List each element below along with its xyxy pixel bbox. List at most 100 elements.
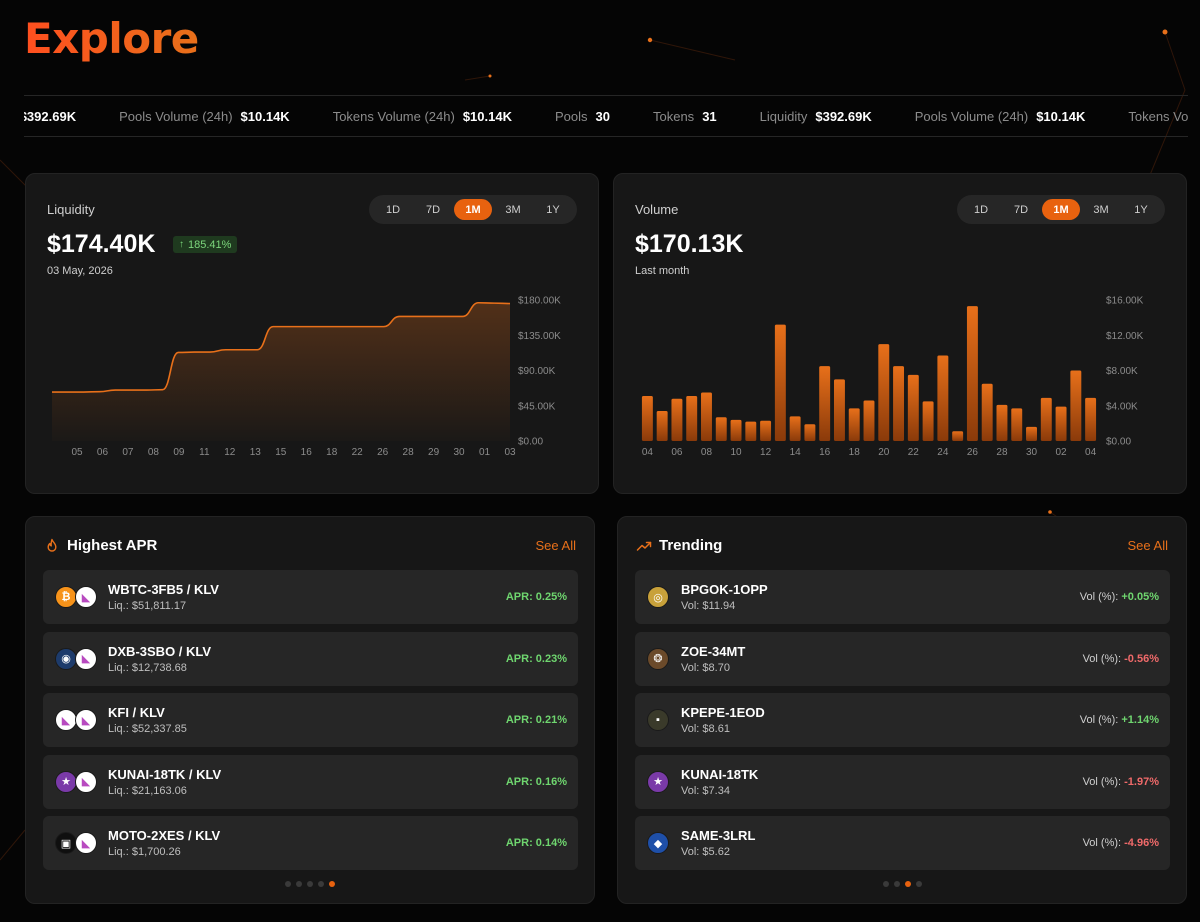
volume-bar <box>848 408 860 441</box>
highest-apr-pagination <box>26 881 594 887</box>
trending-pagination <box>618 881 1186 887</box>
pagination-dot[interactable] <box>893 881 900 887</box>
volume-y-tick-label: $8.00K <box>1106 366 1138 377</box>
volume-bar <box>907 374 919 441</box>
trending-token-row[interactable]: ★ KUNAI-18TK Vol: $7.34 Vol (%): -1.97% <box>635 754 1170 809</box>
token-name: KUNAI-18TK <box>681 766 759 782</box>
liquidity-range-1y[interactable]: 1Y <box>546 203 560 216</box>
token-volume: Vol: $8.70 <box>681 661 730 674</box>
volume-x-tick-label: 04 <box>1085 447 1097 458</box>
pagination-dot[interactable] <box>307 881 313 887</box>
pagination-dot[interactable] <box>915 881 922 887</box>
volume-range-3m[interactable]: 3M <box>1093 203 1109 216</box>
volume-y-tick-label: $0.00 <box>1106 437 1131 448</box>
volume-bar <box>774 324 786 441</box>
volume-x-tick-label: 24 <box>937 447 949 458</box>
page-title: Explore <box>24 14 199 63</box>
ticker-value: 30 <box>595 108 610 124</box>
volume-x-tick-label: 10 <box>730 447 742 458</box>
volume-bar <box>952 431 964 441</box>
apr-pool-row[interactable]: ★ ◣ KUNAI-18TK / KLV Liq.: $21,163.06 APR: 0… <box>43 754 578 809</box>
pagination-dot[interactable] <box>318 881 324 887</box>
trending-token-row[interactable]: ◎ BPGOK-1OPP Vol: $11.94 Vol (%): +0.05% <box>635 570 1170 624</box>
liquidity-label: Liquidity <box>47 202 95 217</box>
pagination-dot[interactable] <box>296 881 302 887</box>
ticker-item: Tokens Volume (24h)$10.14K <box>333 109 512 124</box>
token-volume: Vol: $11.94 <box>681 600 736 612</box>
pool-apr: APR: 0.25% <box>505 591 567 603</box>
liquidity-range-1d[interactable]: 1D <box>385 203 401 216</box>
trending-token-row[interactable]: ◆ SAME-3LRL Vol: $5.62 Vol (%): -4.96% <box>635 816 1170 870</box>
flame-icon <box>47 538 57 552</box>
pagination-dot[interactable] <box>882 881 889 887</box>
pool-liquidity: Liq.: $21,163.06 <box>108 784 187 797</box>
apr-pool-row[interactable]: ₿ ◣ WBTC-3FB5 / KLV Liq.: $51,811.17 APR: 0.… <box>43 570 578 624</box>
liquidity-range-1m[interactable]: 1M <box>454 199 492 220</box>
liquidity-x-tick-label: 16 <box>301 447 313 458</box>
ticker-label: Liquidity <box>759 108 808 124</box>
liquidity-x-tick-label: 09 <box>173 447 185 458</box>
volume-range-1y[interactable]: 1Y <box>1134 203 1148 216</box>
trending-token-row[interactable]: ▪ KPEPE-1EOD Vol: $8.61 Vol (%): +1.14% <box>635 693 1170 747</box>
pool-apr: APR: 0.21% <box>505 714 567 726</box>
liquidity-x-tick-label: 12 <box>224 447 236 458</box>
liquidity-change-badge: ↑ 185.41% <box>173 236 238 253</box>
liquidity-chart-card: Liquidity 1D 7D 1M 3M 1Y $174.40K ↑ 185.41% … <box>25 173 599 494</box>
highest-apr-header: Highest APR <box>44 537 157 554</box>
volume-range-1d[interactable]: 1D <box>973 203 989 216</box>
volume-bar <box>715 417 727 441</box>
volume-range-7d[interactable]: 7D <box>1013 203 1029 216</box>
apr-pool-row[interactable]: ◉ ◣ DXB-3SBO / KLV Liq.: $12,738.68 APR: 0.2… <box>43 631 578 686</box>
vol-change-value: +1.14% <box>1121 714 1159 726</box>
volume-bar <box>656 411 668 441</box>
volume-bar <box>893 366 905 441</box>
ticker-value: 31 <box>702 108 717 124</box>
liquidity-x-tick-label: 01 <box>479 447 491 458</box>
trending-list: ◎ BPGOK-1OPP Vol: $11.94 Vol (%): +0.05% ❂ ZO… <box>635 570 1170 878</box>
liquidity-range-7d[interactable]: 7D <box>425 203 441 216</box>
pagination-dot[interactable] <box>285 881 291 887</box>
volume-x-tick-label: 22 <box>908 447 920 458</box>
liquidity-x-tick-label: 22 <box>352 447 364 458</box>
volume-period: Last month <box>635 265 690 277</box>
trending-token-row[interactable]: ❂ ZOE-34MT Vol: $8.70 Vol (%): -0.56% <box>635 631 1170 686</box>
ticker-value: $10.14K <box>1036 108 1086 124</box>
vol-change-value: +0.05% <box>1121 591 1159 603</box>
liquidity-x-tick-label: 28 <box>403 447 415 458</box>
ticker-item: Pools Volume (24h) $10.14K <box>119 109 290 124</box>
volume-bar <box>760 420 772 441</box>
liquidity-x-tick-label: 11 <box>199 447 210 458</box>
volume-x-tick-label: 16 <box>819 447 831 458</box>
pool-name: KUNAI-18TK / KLV <box>108 766 222 782</box>
token-name: ZOE-34MT <box>681 643 746 659</box>
trending-title: Trending <box>659 537 723 554</box>
kunai-icon: ★ <box>647 770 669 793</box>
liquidity-y-tick-label: $45.00K <box>518 401 556 412</box>
volume-range-1m[interactable]: 1M <box>1042 199 1080 220</box>
volume-y-tick-label: $16.00K <box>1106 296 1144 307</box>
pool-apr: APR: 0.16% <box>505 775 567 788</box>
volume-y-tick-label: $4.00K <box>1106 401 1138 412</box>
klv-icon: ◣ <box>75 647 97 670</box>
trending-see-all-link[interactable]: See All <box>1127 538 1168 553</box>
highest-apr-see-all-link[interactable]: See All <box>535 538 576 553</box>
pagination-dot[interactable] <box>904 881 911 887</box>
vol-change-value: -1.97% <box>1124 775 1159 788</box>
volume-x-tick-label: 08 <box>701 447 713 458</box>
liquidity-x-tick-label: 13 <box>250 447 262 458</box>
volume-range-selector: 1D 7D 1M 3M 1Y <box>957 195 1165 224</box>
liquidity-range-3m[interactable]: 3M <box>505 203 521 216</box>
pagination-dot[interactable] <box>329 881 335 887</box>
bpgok-icon: ◎ <box>647 586 669 608</box>
volume-x-tick-label: 30 <box>1026 447 1038 458</box>
highest-apr-card: Highest APR See All ₿ ◣ WBTC-3FB5 / KLV Liq… <box>25 516 595 904</box>
volume-bar <box>641 396 653 441</box>
ticker-item: Tokens Volume (24h)$10.14K <box>1128 109 1188 124</box>
apr-pool-row[interactable]: ▣ ◣ MOTO-2XES / KLV Liq.: $1,700.26 APR: 0.1… <box>43 816 578 870</box>
ticker-value: $10.14K <box>462 108 512 124</box>
vol-change-label: Vol (%): <box>1079 591 1119 603</box>
vol-change-label: Vol (%): <box>1082 652 1122 665</box>
liquidity-x-tick-label: 18 <box>326 447 338 458</box>
apr-pool-row[interactable]: ◣ ◣ KFI / KLV Liq.: $52,337.85 APR: 0.21% <box>43 693 578 747</box>
ticker-item: Liquidity$392.69K <box>24 109 76 124</box>
